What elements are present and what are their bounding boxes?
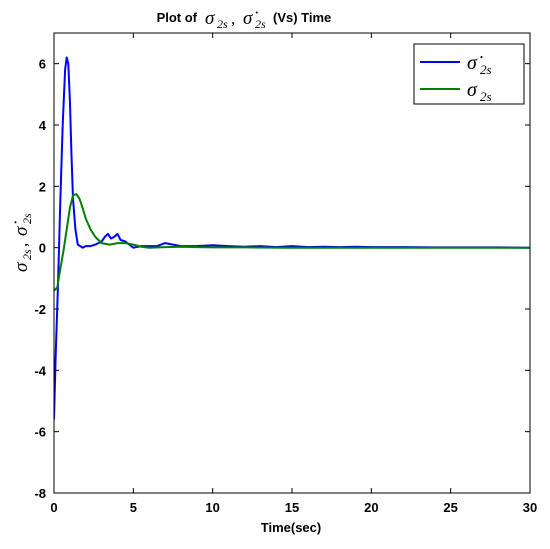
x-axis-label: Time(sec) xyxy=(261,520,321,535)
legend-box xyxy=(413,43,525,105)
y-tick-label: -4 xyxy=(34,363,46,378)
legend-label-0-sub: 2s xyxy=(480,62,492,77)
legend: σ̇ 2s σ 2s xyxy=(413,43,525,105)
title-sym1-sub: 2s xyxy=(217,17,228,31)
legend-label-1-sub: 2s xyxy=(480,89,492,104)
y-tick-label: 0 xyxy=(39,241,46,256)
plot-frame xyxy=(53,32,531,494)
plot-area: 0 5 10 15 20 25 30 -8 -6 -4 -2 0 2 4 6 xyxy=(34,32,537,515)
ylabel-sep: , xyxy=(12,243,31,247)
y-tick-label: -8 xyxy=(34,486,46,501)
legend-label-1-sym: σ xyxy=(467,79,478,101)
series-line-1 xyxy=(54,193,530,292)
x-tick-label: 15 xyxy=(285,500,299,515)
title-suffix: (Vs) Time xyxy=(273,10,331,25)
y-axis-label: σ 2s , σ̇ 2s xyxy=(11,213,34,272)
chart-title: Plot of σ 2s , σ̇ 2s (Vs) Time xyxy=(157,8,332,31)
y-tick-label: -6 xyxy=(34,425,46,440)
x-tick-label: 0 xyxy=(50,500,57,515)
title-sym2-sub: 2s xyxy=(255,17,266,31)
x-tick-label: 30 xyxy=(523,500,537,515)
title-prefix: Plot of xyxy=(157,10,198,25)
x-tick-label: 20 xyxy=(364,500,378,515)
title-sym1: σ xyxy=(205,8,215,29)
plot-background xyxy=(54,33,530,493)
x-tick-label: 10 xyxy=(205,500,219,515)
ylabel-sym1-sub: 2s xyxy=(20,249,34,260)
title-sep: , xyxy=(231,9,235,28)
ylabel-sym2-sub: 2s xyxy=(20,213,34,224)
y-tick-label: 6 xyxy=(39,57,46,72)
x-tick-label: 5 xyxy=(130,500,137,515)
series-layer xyxy=(54,56,530,420)
ticks: 0 5 10 15 20 25 30 -8 -6 -4 -2 0 2 4 6 xyxy=(34,33,537,515)
y-tick-label: -2 xyxy=(34,302,46,317)
y-tick-label: 2 xyxy=(39,179,46,194)
y-tick-label: 4 xyxy=(39,118,47,133)
ylabel-sym1: σ xyxy=(11,262,32,272)
x-tick-label: 25 xyxy=(443,500,457,515)
